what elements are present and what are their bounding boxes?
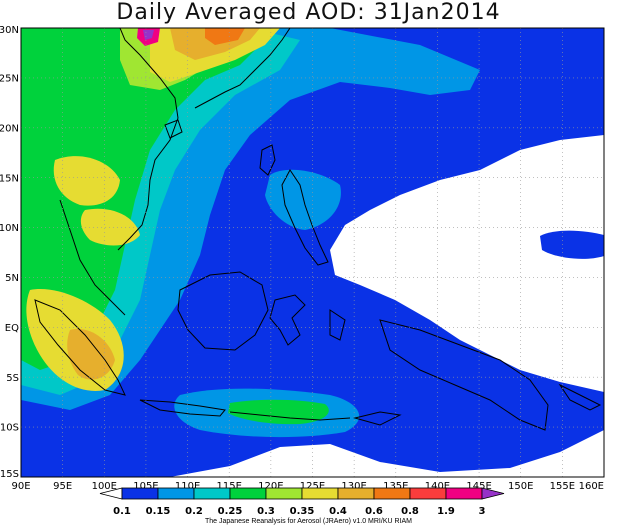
y-tick-label: 10S: [0, 423, 19, 434]
coastline-solomon: [558, 383, 602, 411]
y-tick-label: EQ: [5, 323, 19, 334]
x-tick-label: 90E: [11, 481, 30, 492]
y-tick-label: 15N: [0, 173, 19, 184]
aod-band-yellow-indochina: [53, 156, 120, 206]
colorbar-swatch: [193, 487, 231, 500]
colorbar-label: 0.2: [185, 506, 203, 517]
coastline-java: [139, 399, 226, 417]
x-tick-label: 95E: [53, 481, 72, 492]
x-tick-label: 125E: [300, 481, 325, 492]
colorbar-label: 3: [479, 506, 486, 517]
y-tick-label: 5S: [6, 373, 19, 384]
colorbar-swatch: [265, 487, 303, 500]
map-title: Daily Averaged AOD: 31Jan2014: [116, 0, 501, 25]
aod-band-yellow-gulf: [80, 208, 140, 246]
coastline-china-east: [194, 28, 291, 109]
coastline-borneo: [177, 271, 269, 351]
coastline-taiwan: [259, 144, 276, 176]
x-tick-label: 110E: [175, 481, 200, 492]
colorbar-swatch: [409, 487, 447, 500]
x-tick-label: 140E: [425, 481, 450, 492]
x-tick-label: 120E: [258, 481, 283, 492]
x-tick-label: 150E: [508, 481, 533, 492]
colorbar-swatch: [229, 487, 267, 500]
colorbar-label: 0.4: [329, 506, 347, 517]
aod-band-orange-sumatra: [67, 329, 115, 380]
colorbar-swatch: [157, 487, 195, 500]
coastline-moluccas: [329, 309, 346, 341]
y-tick-label: 30N: [0, 25, 19, 36]
colorbar-label: 0.8: [401, 506, 419, 517]
x-tick-label: 100E: [92, 481, 117, 492]
colorbar-swatch: [373, 487, 411, 500]
colorbar-label: 0.1: [113, 506, 131, 517]
map-plot-area: [21, 28, 604, 477]
y-tick-label: 10N: [0, 223, 19, 234]
coastline-sumatra: [34, 299, 126, 396]
colorbar-label: 0.25: [218, 506, 243, 517]
aod-band-green: [21, 28, 265, 370]
x-tick-label: 105E: [133, 481, 158, 492]
x-tick-label: 160E: [579, 481, 604, 492]
colorbar-swatch: [121, 487, 159, 500]
credit-text: The Japanese Reanalysis for Aerosol (JRA…: [205, 518, 412, 525]
y-tick-label: 5N: [5, 273, 19, 284]
colorbar-swatch: [301, 487, 339, 500]
x-tick-label: 115E: [217, 481, 242, 492]
y-tick-label: 25N: [0, 74, 19, 85]
aod-band-red: [205, 28, 245, 45]
colorbar-label: 1.9: [437, 506, 455, 517]
y-axis: 30N 25N 20N 15N 10N 5N EQ 5S 10S 15S: [0, 25, 19, 480]
colorbar: 0.1 0.15 0.2 0.25 0.3 0.35 0.4 0.6 0.8 1…: [99, 487, 505, 517]
coastline-new-guinea: [379, 319, 549, 431]
coastline-hainan: [164, 119, 183, 139]
map-frame: [20, 27, 605, 478]
coastline-china-indochina: [117, 28, 179, 251]
colorbar-label: 0.6: [365, 506, 383, 517]
x-tick-label: 155E: [550, 481, 575, 492]
coastlines: [34, 28, 602, 431]
x-tick-label: 145E: [466, 481, 491, 492]
coastline-philippines: [281, 169, 329, 266]
x-tick-label: 130E: [341, 481, 366, 492]
coastline-malay-peninsula: [59, 199, 126, 316]
colorbar-label: 0.15: [146, 506, 171, 517]
coastline-sulawesi: [269, 294, 306, 346]
coastline-lesser-sunda: [229, 411, 351, 421]
colorbar-label: 0.35: [290, 506, 315, 517]
aod-band-blue-east: [540, 230, 604, 259]
y-tick-label: 15S: [0, 469, 19, 480]
graticule: [21, 28, 604, 477]
y-tick-label: 20N: [0, 123, 19, 134]
aod-band-green-java: [228, 399, 329, 425]
coastline-timor-islands: [353, 411, 402, 426]
colorbar-swatch: [445, 487, 483, 500]
x-axis: 90E 95E 100E 105E 110E 115E 120E 125E 13…: [11, 481, 604, 492]
colorbar-label: 0.3: [257, 506, 275, 517]
x-tick-label: 135E: [383, 481, 408, 492]
colorbar-swatch: [481, 487, 505, 500]
colorbar-swatch: [337, 487, 375, 500]
aod-band-lightblue-philippines: [265, 169, 341, 230]
